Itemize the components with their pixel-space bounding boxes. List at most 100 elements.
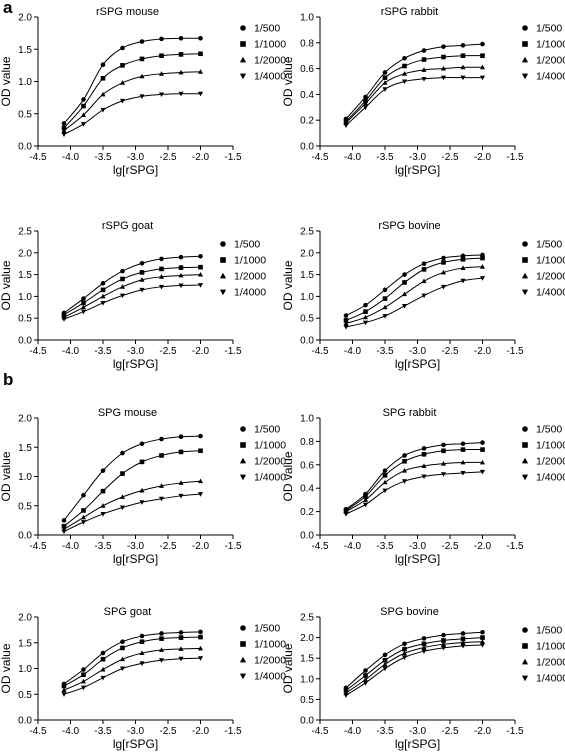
series-1/2000	[343, 64, 486, 125]
data-point	[460, 43, 466, 48]
data-point	[421, 649, 427, 654]
data-point	[421, 474, 427, 480]
data-point	[421, 57, 427, 62]
x-tick-label: -4.5	[29, 726, 47, 737]
y-axis-label: OD value	[281, 451, 295, 501]
series-1/500	[343, 252, 485, 318]
series-line	[345, 277, 483, 328]
data-point	[119, 494, 126, 499]
data-point	[362, 497, 369, 502]
x-tick-label: -2.0	[192, 152, 210, 163]
y-tick-label: 1.5	[18, 443, 32, 454]
data-point	[119, 80, 126, 85]
data-point	[440, 65, 447, 71]
data-point	[382, 304, 388, 310]
y-tick-label: 0.6	[300, 64, 314, 75]
data-point	[441, 448, 446, 454]
data-point	[401, 304, 408, 309]
data-point	[402, 458, 407, 464]
data-point	[61, 687, 67, 693]
data-point	[479, 469, 486, 475]
data-point	[441, 442, 446, 448]
data-point	[460, 447, 466, 452]
data-point	[198, 264, 203, 270]
data-point	[158, 274, 165, 279]
data-point	[480, 53, 485, 58]
data-point	[100, 656, 106, 662]
data-point	[198, 51, 203, 57]
data-point	[119, 666, 126, 672]
legend-label: 1/4000	[536, 71, 565, 83]
data-point	[119, 98, 126, 104]
y-axis-label: OD value	[0, 643, 13, 693]
data-point	[382, 652, 388, 658]
data-point	[460, 253, 466, 259]
legend-label: 1/4000	[536, 472, 565, 484]
y-tick-label: 1.0	[18, 77, 32, 88]
data-point	[440, 269, 447, 275]
data-point	[139, 287, 145, 293]
series-1/4000	[343, 469, 486, 517]
data-point	[120, 276, 125, 282]
data-point	[479, 64, 486, 70]
data-point	[402, 280, 407, 285]
data-point	[120, 63, 125, 68]
legend-marker	[522, 257, 528, 263]
x-tick-label: -3.5	[376, 152, 394, 163]
legend-label: 1/4000	[536, 287, 565, 299]
y-axis-label: OD value	[281, 643, 295, 693]
legend-marker	[522, 442, 528, 448]
series-1/1000	[61, 448, 203, 529]
y-tick-label: 0.4	[300, 484, 314, 495]
data-point	[100, 62, 106, 68]
data-point	[382, 80, 388, 85]
x-tick-label: -4.5	[311, 726, 329, 737]
data-point	[402, 55, 407, 61]
series-line	[63, 37, 201, 124]
series-line	[63, 71, 201, 131]
chart-7: -4.5 -4.0 -3.5 -3.0 -2.5 -2.0 -1.5 0.0 0.5 1.0 1.5…	[0, 606, 286, 751]
data-point	[139, 39, 145, 44]
legend-marker	[239, 474, 247, 481]
data-point	[363, 668, 368, 673]
x-tick-label: -2.5	[441, 152, 459, 163]
data-point	[139, 650, 145, 656]
data-point	[158, 483, 165, 488]
x-tick-label: -1.5	[506, 726, 524, 737]
data-point	[441, 54, 446, 60]
x-tick-label: -4.0	[62, 726, 80, 737]
data-point	[198, 35, 203, 41]
y-tick-label: 0.5	[18, 690, 32, 701]
legend-marker	[239, 656, 247, 663]
data-point	[158, 658, 165, 663]
data-point	[80, 514, 87, 520]
data-point	[343, 320, 349, 326]
x-tick-label: -4.5	[29, 541, 47, 552]
data-point	[197, 283, 204, 288]
data-point	[100, 666, 106, 672]
data-point	[61, 692, 67, 697]
x-tick-label: -2.5	[159, 541, 177, 552]
legend-marker	[239, 73, 247, 80]
y-axis-label: OD value	[0, 260, 13, 310]
x-tick-label: -1.5	[506, 152, 524, 163]
data-point	[81, 103, 86, 109]
data-point	[402, 453, 407, 458]
series-line	[345, 66, 483, 124]
data-point	[139, 270, 145, 275]
data-point	[178, 272, 184, 278]
y-tick-label: 2.0	[18, 414, 32, 425]
data-point	[61, 518, 67, 523]
data-point	[421, 76, 427, 82]
x-tick-label: -2.0	[474, 152, 492, 163]
data-point	[120, 45, 125, 51]
x-tick-label: -3.0	[409, 541, 427, 552]
data-point	[197, 645, 204, 651]
legend-marker	[522, 241, 528, 247]
data-point	[460, 631, 466, 636]
data-point	[158, 92, 165, 98]
data-point	[178, 635, 184, 640]
x-tick-label: -4.5	[29, 346, 47, 357]
data-point	[80, 520, 87, 525]
x-tick-label: -3.5	[94, 346, 112, 357]
